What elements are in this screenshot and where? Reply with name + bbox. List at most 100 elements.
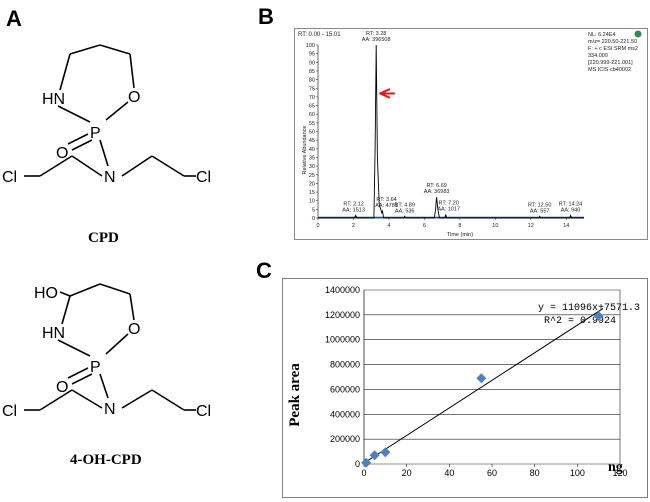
fit-line (363, 308, 604, 464)
peak-rt-label: RT: 7.20 (438, 201, 458, 207)
y-tick-label: 30 (309, 164, 315, 170)
y-tick-label: 100 (306, 43, 315, 49)
y-tick-label: 25 (309, 173, 315, 179)
cpd-o2-atom: O (56, 145, 68, 162)
app-badge-icon (634, 30, 642, 38)
x-tick-label: 0 (361, 468, 366, 478)
cpd-p-atom: P (90, 125, 101, 142)
y-tick-label: 60 (309, 112, 315, 118)
peak-rt-label: RT: 12.50 (528, 202, 551, 208)
y-tick-label: 1400000 (325, 285, 360, 295)
y-tick-label: 85 (309, 69, 315, 75)
peak-area-label: AA: 940 (561, 207, 581, 213)
x-tick-label: 14 (563, 223, 569, 229)
ohcpd-label: 4-OH-CPD (70, 452, 142, 468)
peak-rt-label: RT: 6.69 (426, 183, 446, 189)
info-line: m/z= 220.50-221.50 (588, 39, 637, 45)
cpd-hn-atom: HN (42, 91, 65, 108)
y-tick-label: 5 (312, 207, 315, 213)
y-tick-label: 15 (309, 190, 315, 196)
peak-area-label: AA: 36983 (424, 189, 450, 195)
y-tick-label: 45 (309, 138, 315, 144)
x-tick-label: 20 (402, 468, 412, 478)
y-tick-label: 75 (309, 86, 315, 92)
y-tick-label: 50 (309, 130, 315, 136)
fit-equation-label: y = 11096x+7571.3 (538, 303, 640, 314)
info-line: 334.000 (588, 53, 608, 59)
peak-area-label: AA: 557 (530, 208, 550, 214)
ohcpd-structure: HO HN O P O N Cl Cl (2, 283, 211, 420)
r-squared-label: R^2 = 0.9924 (544, 316, 616, 327)
y-tick-label: 40 (309, 147, 315, 153)
chromatogram-header: RT: 0.00 - 15.01 (298, 32, 341, 38)
y-tick-label: 0 (355, 459, 360, 469)
y-tick-label: 200000 (330, 434, 360, 444)
y-tick-label: 1200000 (325, 310, 360, 320)
red-arrow-icon (379, 88, 396, 99)
cpd-cl1-atom: Cl (2, 169, 17, 186)
ohcpd-hn-atom: HN (42, 325, 65, 342)
x-tick-label: 12 (528, 223, 534, 229)
peak-rt-label: RT: 3.28 (366, 31, 386, 37)
x-tick-label: 8 (458, 223, 461, 229)
cpd-cl2-atom: Cl (196, 169, 211, 186)
y-tick-label: 0 (312, 216, 315, 222)
x-tick-label: 0 (316, 223, 319, 229)
chromatogram-info: NL: 6.24E4 m/z= 220.50-221.50 F: + c ESI… (588, 32, 638, 73)
y-tick-label: 1000000 (325, 335, 360, 345)
x-tick-label: 100 (570, 468, 585, 478)
info-line: MS ICIS cb40002 (588, 67, 631, 73)
y-tick-label: 35 (309, 155, 315, 161)
cpd-label: CPD (88, 230, 119, 246)
x-tick-label: 120 (612, 468, 627, 478)
y-tick-label: 80 (309, 78, 315, 84)
chromatogram-trace (318, 44, 584, 219)
chromatogram-x-axis-label: Time (min) (447, 232, 473, 238)
info-line: NL: 6.24E4 (588, 32, 616, 38)
peak-area-label: AA: 1017 (437, 207, 460, 213)
peak-area-label: AA: 1513 (342, 207, 365, 213)
chromatogram-frame (294, 28, 648, 240)
x-tick-label: 4 (387, 223, 390, 229)
peak-rt-label: RT: 2.12 (343, 201, 363, 207)
x-tick-label: 80 (530, 468, 540, 478)
y-tick-label: 400000 (330, 409, 360, 419)
y-tick-label: 600000 (330, 384, 360, 394)
y-tick-label: 20 (309, 181, 315, 187)
ohcpd-o2-atom: O (56, 379, 68, 396)
data-point-diamond-icon (369, 450, 380, 461)
panel-label-a: A (6, 6, 22, 31)
cpd-structure: HN O P O N Cl Cl (2, 44, 211, 186)
y-tick-label: 10 (309, 199, 315, 205)
ohcpd-cl1-atom: Cl (2, 403, 17, 420)
data-point-diamond-icon (593, 311, 604, 322)
calibration-y-axis-label: Peak area (287, 363, 303, 427)
info-line: [220.999-221.001] (588, 60, 633, 66)
x-tick-label: 60 (487, 468, 497, 478)
chromatogram-y-axis-label: Relative Abundance (302, 126, 308, 175)
chromatogram-panel: RT: 0.00 - 15.01 NL: 6.24E4 m/z= 220.50-… (294, 28, 648, 240)
cpd-o-atom: O (128, 89, 140, 106)
panel-label-b: B (258, 4, 274, 29)
cpd-n-atom: N (104, 169, 116, 186)
ohcpd-ho-atom: HO (34, 285, 58, 302)
ohcpd-o-atom: O (128, 321, 140, 338)
peak-area-label: AA: 536 (395, 208, 415, 214)
y-tick-label: 95 (309, 52, 315, 58)
y-tick-label: 70 (309, 95, 315, 101)
panel-label-c: C (256, 258, 272, 283)
peak-area-label: AA: 4781 (375, 203, 398, 209)
ohcpd-n-atom: N (104, 401, 116, 418)
peak-area-label: AA: 396508 (362, 37, 391, 43)
y-tick-label: 800000 (330, 360, 360, 370)
peak-rt-label: RT: 3.64 (376, 197, 396, 203)
y-tick-label: 55 (309, 121, 315, 127)
peak-rt-label: RT: 14.24 (559, 201, 582, 207)
data-point-diamond-icon (476, 373, 487, 384)
calibration-panel: Peak area ng y = 11096x+7571.3 R^2 = 0.9… (282, 278, 648, 498)
peak-rt-label: RT: 4.89 (395, 202, 415, 208)
x-tick-label: 10 (492, 223, 498, 229)
data-point-diamond-icon (380, 447, 391, 458)
data-point-diamond-icon (361, 457, 372, 468)
y-tick-label: 65 (309, 104, 315, 110)
